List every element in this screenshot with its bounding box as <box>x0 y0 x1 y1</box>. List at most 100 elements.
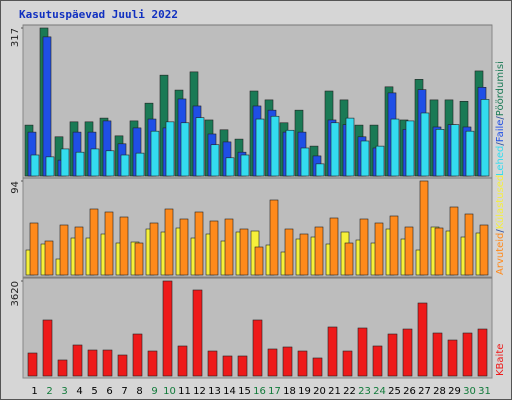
bar <box>147 350 158 377</box>
bar <box>435 129 445 177</box>
bar <box>74 226 84 276</box>
bar <box>29 222 39 276</box>
bar <box>387 333 398 377</box>
bar <box>405 120 415 177</box>
bar <box>42 319 53 377</box>
legend-separator: / <box>495 142 506 146</box>
x-tick-label: 11 <box>178 386 191 397</box>
bar <box>42 36 52 177</box>
bar <box>75 151 85 177</box>
bar <box>357 327 368 377</box>
bar <box>282 346 293 377</box>
bar <box>390 118 400 177</box>
bar <box>297 350 308 377</box>
bar <box>224 218 234 276</box>
bar <box>464 213 474 276</box>
bar <box>237 355 248 377</box>
chart-title: Kasutuspäevad Juuli 2022 <box>19 8 178 21</box>
bar <box>164 208 174 276</box>
bar <box>105 150 115 177</box>
bar <box>207 350 218 377</box>
x-tick-label: 28 <box>433 386 446 397</box>
bar <box>314 226 324 276</box>
bar <box>30 154 40 177</box>
x-tick-label: 16 <box>253 386 266 397</box>
bar <box>329 217 339 276</box>
bar <box>480 99 490 177</box>
x-tick-label: 8 <box>136 386 142 397</box>
bar <box>450 124 460 177</box>
bar <box>372 345 383 377</box>
bar <box>194 211 204 276</box>
bar <box>179 218 189 276</box>
bar <box>465 130 475 177</box>
x-tick-label: 20 <box>313 386 326 397</box>
bar <box>59 224 69 276</box>
x-tick-label: 21 <box>328 386 341 397</box>
bar <box>60 148 70 177</box>
x-tick-label: 22 <box>343 386 356 397</box>
x-tick-label: 15 <box>238 386 251 397</box>
x-tick-label: 13 <box>208 386 221 397</box>
legend-separator: / <box>495 116 506 120</box>
bar <box>267 348 278 377</box>
bar <box>300 147 310 177</box>
bar <box>117 354 128 377</box>
legend-entry: KBaite <box>495 344 506 376</box>
bar <box>419 180 429 276</box>
bar <box>345 117 355 177</box>
bar <box>432 332 443 377</box>
x-tick-label: 18 <box>283 386 296 397</box>
bar <box>375 145 385 177</box>
legend-entry: Pöördumisi <box>495 61 506 116</box>
bar <box>134 242 144 276</box>
bar <box>299 233 309 276</box>
bar <box>269 199 279 276</box>
x-tick-label: 29 <box>448 386 461 397</box>
bar <box>255 118 265 177</box>
legend-separator: / <box>495 229 506 233</box>
bar <box>417 302 428 377</box>
x-tick-label: 3 <box>61 386 67 397</box>
bar <box>44 240 54 276</box>
bar <box>222 355 233 377</box>
bar <box>132 333 143 377</box>
y-tick-label: 317 <box>10 28 21 47</box>
bar <box>180 122 190 177</box>
bar <box>330 122 340 177</box>
x-tick-label: 6 <box>106 386 112 397</box>
legend-entry: Faile <box>495 120 506 143</box>
bar <box>434 227 444 276</box>
x-tick-label: 25 <box>388 386 401 397</box>
bar <box>89 208 99 276</box>
bar <box>447 339 458 377</box>
x-tick-label: 26 <box>403 386 416 397</box>
bar <box>165 121 175 177</box>
x-tick-label: 17 <box>268 386 281 397</box>
bar <box>420 112 430 177</box>
x-tick-label: 12 <box>193 386 206 397</box>
x-tick-label: 1 <box>31 386 37 397</box>
x-tick-label: 10 <box>163 386 176 397</box>
bar <box>149 222 159 276</box>
bar <box>462 332 473 377</box>
x-tick-label: 14 <box>223 386 236 397</box>
x-tick-label: 4 <box>76 386 82 397</box>
legend-entry: Lehed <box>495 146 506 176</box>
bar <box>209 220 219 276</box>
bar <box>192 289 203 377</box>
bar <box>374 222 384 276</box>
bar <box>327 326 338 377</box>
x-tick-label: 7 <box>121 386 127 397</box>
x-tick-label: 5 <box>91 386 97 397</box>
y-tick-label: 3620 <box>10 281 21 306</box>
bar <box>240 154 250 177</box>
bar <box>477 328 488 377</box>
bar <box>135 152 145 177</box>
y-tick-label: 94 <box>10 181 21 194</box>
bar <box>359 218 369 276</box>
bar <box>284 228 294 276</box>
bar <box>312 357 323 377</box>
bar <box>315 163 325 177</box>
